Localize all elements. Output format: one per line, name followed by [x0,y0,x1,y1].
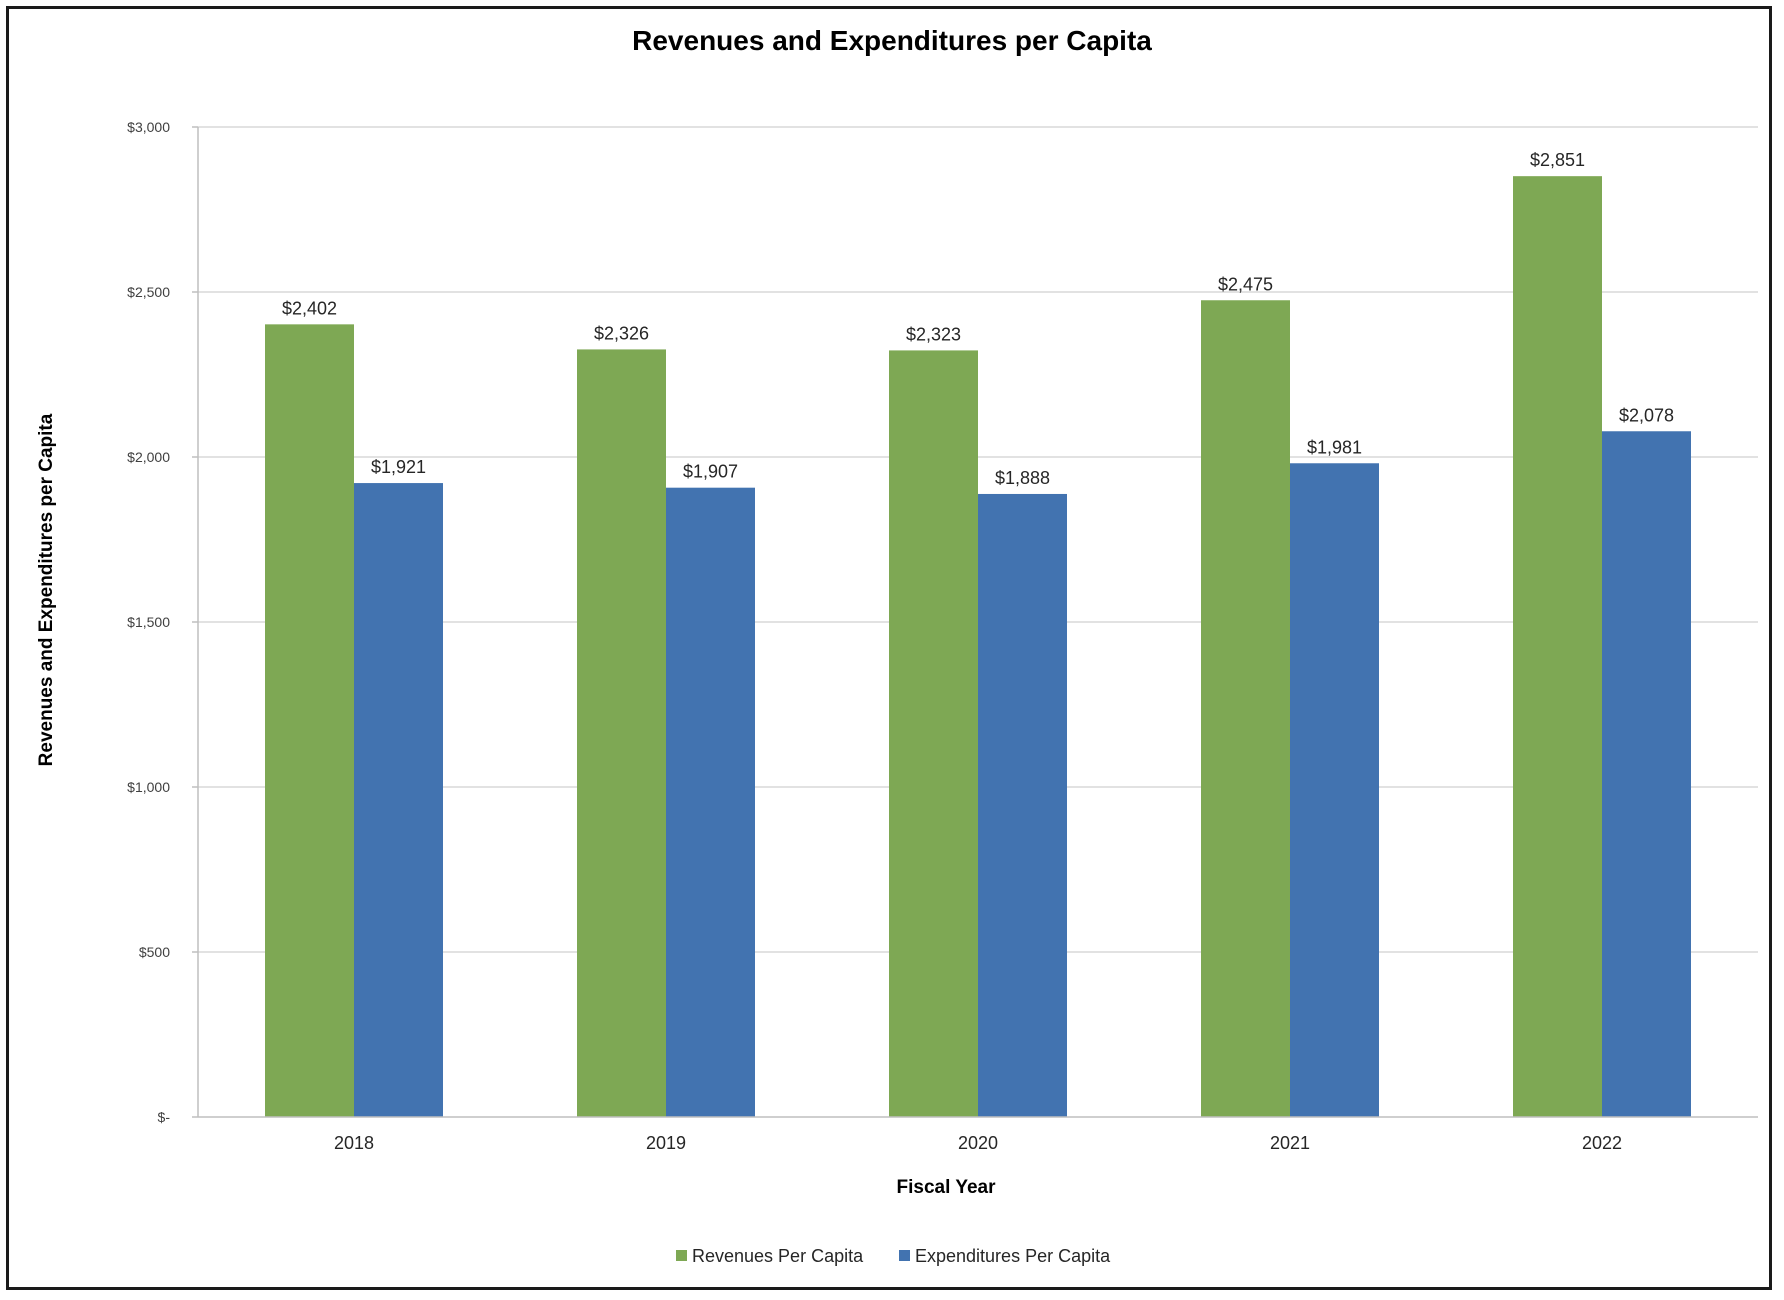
legend-label: Expenditures Per Capita [915,1246,1111,1266]
bar-revenues-2018 [265,324,354,1118]
bar-revenues-2020 [889,350,978,1117]
data-label: $2,851 [1530,150,1585,170]
legend: Revenues Per Capita Expenditures Per Capi… [676,1246,1111,1266]
data-label: $1,921 [371,457,426,477]
data-label: $2,402 [282,298,337,318]
x-tick-label: 2021 [1270,1133,1310,1153]
chart-title: Revenues and Expenditures per Capita [632,25,1152,56]
data-label: $2,323 [906,324,961,344]
x-tick-label: 2019 [646,1133,686,1153]
x-tick-label: 2018 [334,1133,374,1153]
y-tick-label: $2,500 [127,284,170,300]
data-label: $1,888 [995,468,1050,488]
legend-swatch [676,1250,687,1261]
gridlines [198,126,1758,953]
bar-expenditures-2021 [1290,463,1379,1117]
y-tick-label: $- [158,1109,171,1125]
y-tick-label: $3,000 [127,119,170,135]
bar-revenues-2019 [577,349,666,1117]
legend-label: Revenues Per Capita [692,1246,864,1266]
axes: $- $500 $1,000 $1,500 $2,000 $2,500 $3,000 2018… [127,119,1758,1153]
data-label: $1,981 [1307,437,1362,457]
legend-swatch [899,1250,910,1261]
bar-expenditures-2019 [666,487,755,1117]
bar-revenues-2021 [1201,300,1290,1117]
bars [265,176,1691,1118]
data-label: $1,907 [683,462,738,482]
data-label: $2,078 [1619,405,1674,425]
x-tick-label: 2020 [958,1133,998,1153]
data-label: $2,475 [1218,274,1273,294]
bar-expenditures-2022 [1602,431,1691,1117]
data-label: $2,326 [594,323,649,343]
y-tick-label: $2,000 [127,449,170,465]
y-tick-label: $500 [139,944,170,960]
data-labels: $2,402 $1,921 $2,326 $1,907 $2,323 $1,888 $2,4… [282,150,1674,488]
bar-revenues-2022 [1513,176,1602,1118]
bar-expenditures-2018 [354,483,443,1117]
y-tick-label: $1,500 [127,614,170,630]
y-tick-label: $1,000 [127,779,170,795]
x-axis-title: Fiscal Year [897,1177,997,1198]
y-axis-title: Revenues and Expenditures per Capita [36,413,57,766]
x-tick-label: 2022 [1582,1133,1622,1153]
bar-expenditures-2020 [978,493,1067,1118]
